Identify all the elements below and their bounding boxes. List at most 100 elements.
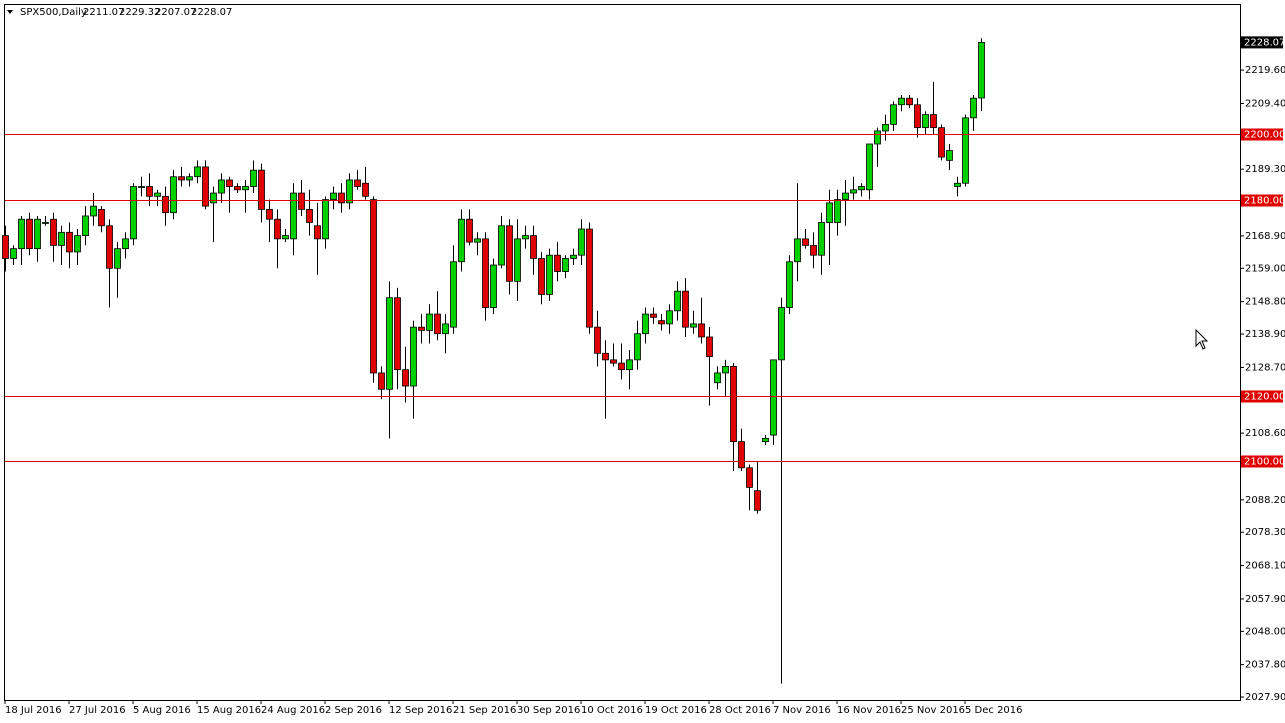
candle-body — [650, 313, 657, 318]
candle-body — [386, 297, 393, 390]
candle-body — [714, 372, 721, 384]
candle-body — [850, 189, 857, 194]
candle-body — [202, 166, 209, 207]
candle-body — [2, 235, 9, 259]
header-arrow — [7, 10, 13, 14]
candle-body — [394, 297, 401, 371]
candle-body — [594, 326, 601, 354]
candle-body — [626, 359, 633, 371]
candle-body — [706, 336, 713, 357]
candle-body — [210, 192, 217, 204]
candle-body — [290, 192, 297, 240]
x-tick-label: 30 Sep 2016 — [517, 705, 580, 716]
level-label: 2200.00 — [1244, 130, 1285, 141]
candle-body — [762, 437, 769, 443]
candle-body — [482, 238, 489, 308]
x-tick-label: 16 Nov 2016 — [837, 705, 901, 716]
candle-body — [642, 313, 649, 335]
candle-body — [826, 202, 833, 223]
candle-body — [98, 209, 105, 227]
candle-body — [426, 313, 433, 331]
candle-body — [970, 97, 977, 119]
plot-area: 2219.60 2209.40 2189.30 2168.90 2159.00 2148.… — [2, 36, 1285, 716]
candle-body — [698, 323, 705, 338]
candle-body — [458, 218, 465, 263]
y-tick-label: 2209.40 — [1245, 98, 1285, 109]
candle-body — [586, 228, 593, 328]
candle-body — [890, 104, 897, 125]
level-label: 2180.00 — [1244, 196, 1285, 207]
y-tick-label: 2128.70 — [1245, 362, 1285, 373]
candle-body — [218, 179, 225, 194]
candle-body — [274, 218, 281, 240]
candle-body — [474, 238, 481, 243]
candle-body — [34, 218, 41, 250]
candle-body — [66, 231, 73, 253]
candle-body — [554, 254, 561, 272]
candle-body — [922, 114, 929, 129]
candle-body — [162, 195, 169, 214]
candle-body — [354, 179, 361, 187]
header-low: 2207.07 — [155, 7, 196, 18]
candle-body — [738, 441, 745, 469]
x-tick-label: 7 Nov 2016 — [773, 705, 831, 716]
y-tick-label: 2219.60 — [1245, 65, 1285, 76]
candle-body — [602, 352, 609, 361]
candle-body — [930, 114, 937, 129]
candle-body — [802, 238, 809, 246]
candle-body — [506, 225, 513, 282]
candle-body — [730, 365, 737, 443]
candle-body — [322, 199, 329, 240]
y-tick-label: 2037.80 — [1245, 660, 1285, 671]
x-tick-label: 5 Dec 2016 — [965, 705, 1023, 716]
candle-body — [18, 218, 25, 250]
candle-body — [114, 248, 121, 269]
candle-body — [314, 225, 321, 240]
y-tick-label: 2057.90 — [1245, 594, 1285, 605]
candle-body — [746, 467, 753, 488]
candle-body — [194, 166, 201, 178]
candle-body — [58, 231, 65, 246]
candle-body — [522, 235, 529, 240]
candle-body — [122, 238, 129, 250]
candle-body — [514, 238, 521, 282]
header-close: 2228.07 — [191, 7, 232, 18]
candle-body — [42, 222, 49, 224]
candle-body — [130, 186, 137, 240]
candle-body — [898, 97, 905, 106]
header-open: 2211.07 — [83, 7, 124, 18]
level-label-box — [1241, 128, 1283, 141]
mouse-cursor — [1195, 328, 1209, 350]
candle-body — [690, 323, 697, 328]
candle-body — [530, 235, 537, 259]
candle-body — [50, 218, 57, 246]
x-tick-label: 27 Jul 2016 — [69, 705, 126, 716]
y-tick-label: 2138.90 — [1245, 329, 1285, 340]
candle-body — [562, 258, 569, 272]
candle-body — [186, 176, 193, 181]
y-tick-label: 2189.30 — [1245, 164, 1285, 175]
candle-body — [818, 222, 825, 256]
candle-body — [410, 326, 417, 387]
y-tick-label: 2078.30 — [1245, 527, 1285, 538]
candle-body — [234, 186, 241, 191]
candle-body — [10, 248, 17, 259]
candle-body — [74, 235, 81, 253]
x-tick-label: 12 Sep 2016 — [389, 705, 452, 716]
candle-body — [722, 365, 729, 374]
candle-body — [442, 323, 449, 335]
x-tick-label: 19 Oct 2016 — [645, 705, 707, 716]
candle-body — [538, 258, 545, 295]
level-label: 2120.00 — [1244, 392, 1285, 403]
candle-body — [938, 127, 945, 158]
candle-body — [658, 320, 665, 325]
candle-body — [874, 130, 881, 145]
y-tick-label: 2108.60 — [1245, 428, 1285, 439]
header-high: 2229.32 — [119, 7, 160, 18]
candle-body — [378, 372, 385, 390]
candle-body — [266, 209, 273, 220]
level-label-box — [1241, 455, 1283, 468]
y-tick-label: 2148.80 — [1245, 297, 1285, 308]
x-tick-label: 10 Oct 2016 — [581, 705, 643, 716]
candle-body — [370, 199, 377, 374]
